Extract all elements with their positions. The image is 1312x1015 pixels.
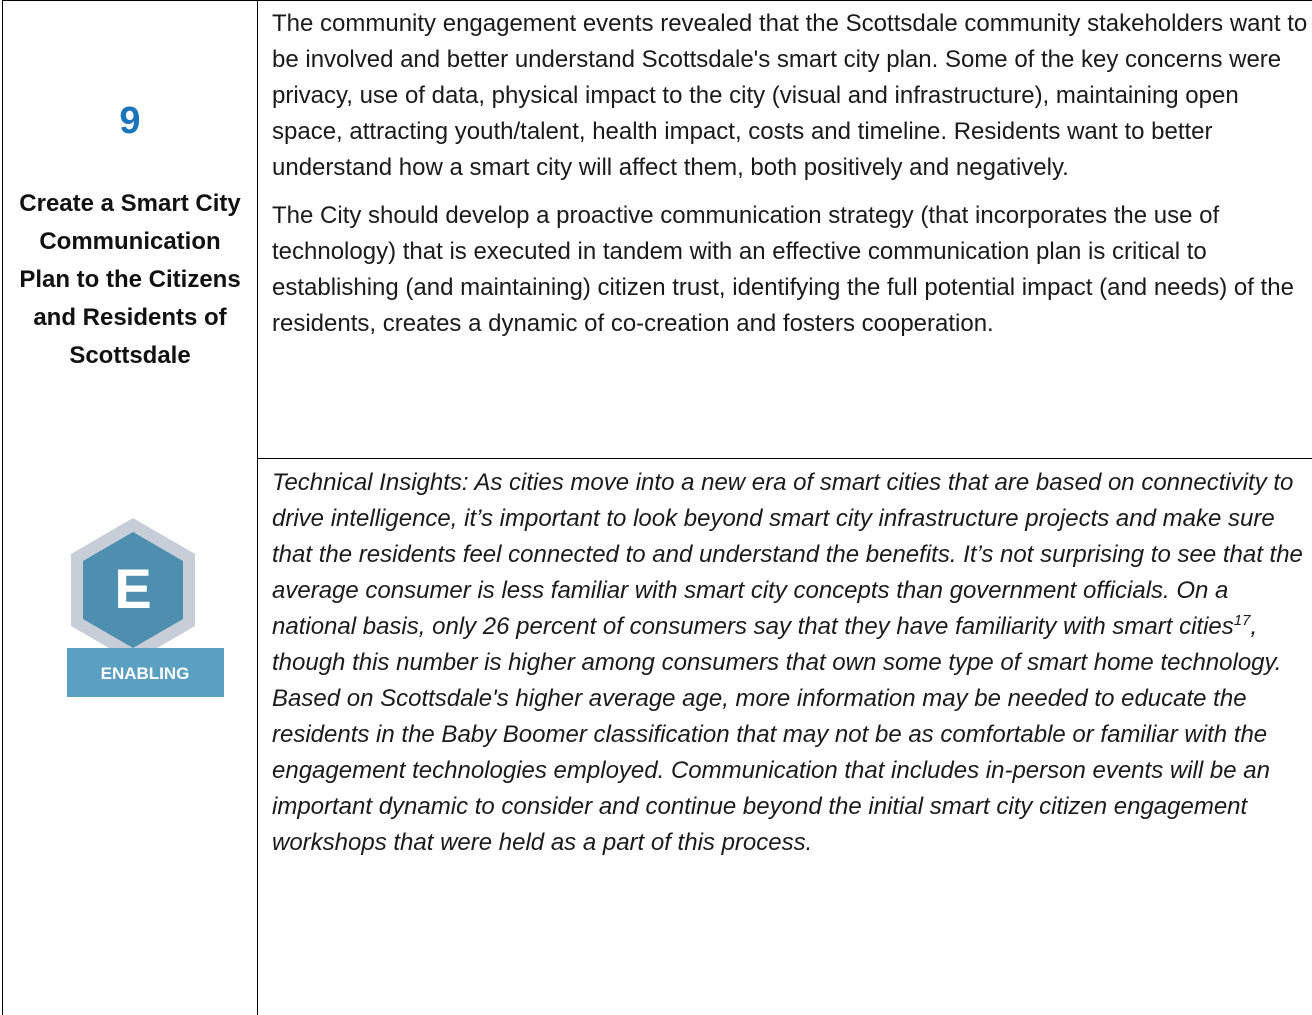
- table-border: [2, 0, 3, 1015]
- insight-text: , though this number is higher among con…: [272, 613, 1282, 856]
- paragraph: The community engagement events revealed…: [272, 10, 1308, 181]
- insight-paragraph: Technical Insights: As cities move into …: [272, 465, 1308, 861]
- table-border: [2, 0, 1312, 1]
- item-number: 9: [119, 100, 141, 142]
- footnote-ref: 17: [1233, 612, 1251, 629]
- badge-label-bg: [67, 648, 224, 697]
- insight-text: Technical Insights: As cities move into …: [272, 469, 1303, 640]
- description-cell: The community engagement events revealed…: [272, 6, 1308, 354]
- badge-label: ENABLING: [101, 664, 190, 683]
- hexagon-inner: [83, 532, 183, 648]
- item-title: Create a Smart City Communication Plan t…: [19, 190, 241, 369]
- row-divider: [257, 458, 1312, 459]
- enabling-badge: E ENABLING: [67, 518, 224, 697]
- insight-cell: Technical Insights: As cities move into …: [272, 465, 1308, 873]
- paragraph: The City should develop a proactive comm…: [272, 202, 1294, 337]
- badge-letter: E: [114, 557, 151, 620]
- column-divider: [257, 0, 258, 1015]
